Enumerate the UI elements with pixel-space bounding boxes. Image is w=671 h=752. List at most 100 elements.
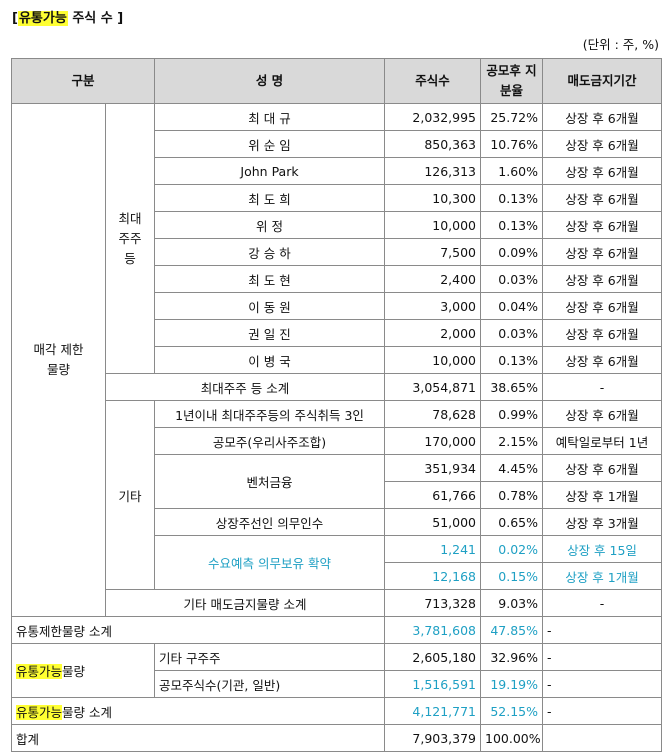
total-label: 합계 xyxy=(10,724,386,752)
table-row: 매각 제한 물량 최대 주주 등 최 대 규 2,032,995 25.72% … xyxy=(11,103,663,617)
demand-shares-b: 12,168 xyxy=(384,562,482,590)
major-subtotal-period: - xyxy=(542,373,663,401)
table-row: 유통가능물량 기타 구주주 2,605,180 32.96% - xyxy=(10,643,663,698)
table-row: 최 도 희 10,300 0.13% 상장 후 6개월 xyxy=(12,184,663,212)
table-row: 상장주선인 의무인수 51,000 0.65% 상장 후 3개월 xyxy=(12,508,663,536)
other-subtotal-shares: 713,328 xyxy=(384,589,482,617)
total-period xyxy=(542,724,663,752)
header-period: 매도금지기간 xyxy=(542,58,663,104)
title-rest: 주식 수 xyxy=(67,11,113,26)
major-subtotal-shares: 3,054,871 xyxy=(384,373,482,401)
holder-shares: 2,000 xyxy=(384,319,482,347)
holder-shares: 2,400 xyxy=(384,265,482,293)
holder-shares: 10,000 xyxy=(384,346,482,374)
header-shares: 주식수 xyxy=(384,58,482,104)
restricted-subtotal-period: - xyxy=(542,616,663,644)
venture-name: 벤처금융 xyxy=(154,454,386,509)
holder-period: 상장 후 6개월 xyxy=(542,211,663,239)
holder-ratio: 0.04% xyxy=(480,292,544,320)
holder-period: 상장 후 6개월 xyxy=(542,265,663,293)
holder-ratio: 0.13% xyxy=(480,184,544,212)
other-shares: 170,000 xyxy=(384,427,482,455)
major-label: 최대 주주 등 xyxy=(104,103,156,374)
header-row: 구분 성 명 주식수 공모후 지분율 매도금지기간 xyxy=(10,58,663,104)
holder-name: 최 도 희 xyxy=(154,184,386,212)
tradable-ratio: 19.19% xyxy=(480,670,544,698)
holder-name: 권 일 진 xyxy=(154,319,386,347)
tradable-subtotal-label: 유통가능물량 소계 xyxy=(10,697,386,725)
holder-period: 상장 후 6개월 xyxy=(542,103,663,131)
venture-period-b: 상장 후 1개월 xyxy=(542,481,663,509)
holder-shares: 7,500 xyxy=(384,238,482,266)
table-row: 이 동 원 3,000 0.04% 상장 후 6개월 xyxy=(12,292,663,320)
table-row: 기타 1년이내 최대주주등의 주식취득 3인 78,628 0.99% 상장 후… xyxy=(12,400,663,590)
holder-ratio: 0.03% xyxy=(480,319,544,347)
holder-period: 상장 후 6개월 xyxy=(542,238,663,266)
tradable-shares: 2,605,180 xyxy=(384,643,482,671)
subtotal-row: 유통가능물량 소계 4,121,771 52.15% - xyxy=(10,697,663,725)
tradable-name: 기타 구주주 xyxy=(154,643,386,671)
venture-ratio-b: 0.78% xyxy=(480,481,544,509)
holder-name: 위 순 임 xyxy=(154,130,386,158)
venture-shares-b: 61,766 xyxy=(384,481,482,509)
holder-period: 상장 후 6개월 xyxy=(542,184,663,212)
demand-shares-a: 1,241 xyxy=(384,535,482,563)
holder-period: 상장 후 6개월 xyxy=(542,319,663,347)
tradable-ratio: 32.96% xyxy=(480,643,544,671)
holder-name: 강 승 하 xyxy=(154,238,386,266)
demand-ratio-b: 0.15% xyxy=(480,562,544,590)
major-subtotal-label: 최대주주 등 소계 xyxy=(104,373,386,401)
table-row: 61,766 0.78% 상장 후 1개월 xyxy=(12,481,663,509)
demand-name: 수요예측 의무보유 확약 xyxy=(154,535,386,590)
restricted-label: 매각 제한 물량 xyxy=(11,103,106,617)
subtotal-row: 유통제한물량 소계 3,781,608 47.85% - xyxy=(10,616,663,644)
tradable-subtotal-ratio: 52.15% xyxy=(480,697,544,725)
tradable-name: 공모주식수(기관, 일반) xyxy=(154,670,386,698)
holder-shares: 10,300 xyxy=(384,184,482,212)
venture-period-a: 상장 후 6개월 xyxy=(542,454,663,482)
other-subtotal-label: 기타 매도금지물량 소계 xyxy=(104,589,386,617)
holder-period: 상장 후 6개월 xyxy=(542,346,663,374)
other-name: 1년이내 최대주주등의 주식취득 3인 xyxy=(154,400,386,428)
holder-ratio: 1.60% xyxy=(480,157,544,185)
other-label: 기타 xyxy=(104,400,156,590)
total-shares: 7,903,379 xyxy=(384,724,482,752)
major-subtotal-ratio: 38.65% xyxy=(480,373,544,401)
other-shares: 78,628 xyxy=(384,400,482,428)
tradable-period: - xyxy=(542,670,663,698)
holder-name: 위 정 xyxy=(154,211,386,239)
holder-ratio: 0.03% xyxy=(480,265,544,293)
title-highlight: 유통가능 xyxy=(17,11,68,26)
unit-note: (단위 : 주, %) xyxy=(582,37,659,52)
table-row: John Park 126,313 1.60% 상장 후 6개월 xyxy=(12,157,663,185)
table-row: 공모주(우리사주조합) 170,000 2.15% 예탁일로부터 1년 xyxy=(12,427,663,455)
tradable-shares: 1,516,591 xyxy=(384,670,482,698)
table-row: 위 순 임 850,363 10.76% 상장 후 6개월 xyxy=(12,130,663,158)
holder-name: 이 동 원 xyxy=(154,292,386,320)
holder-name: John Park xyxy=(154,157,386,185)
holder-ratio: 25.72% xyxy=(480,103,544,131)
holder-ratio: 0.09% xyxy=(480,238,544,266)
holder-ratio: 0.13% xyxy=(480,346,544,374)
holder-name: 이 병 국 xyxy=(154,346,386,374)
restricted-subtotal-shares: 3,781,608 xyxy=(384,616,482,644)
tradable-label-rest: 물량 xyxy=(62,664,86,679)
tradable-label-highlight: 유통가능 xyxy=(16,664,63,679)
demand-period-b: 상장 후 1개월 xyxy=(542,562,663,590)
holder-name: 최 도 현 xyxy=(154,265,386,293)
table-row: 최 도 현 2,400 0.03% 상장 후 6개월 xyxy=(12,265,663,293)
holder-shares: 2,032,995 xyxy=(384,103,482,131)
tradable-subtotal-shares: 4,121,771 xyxy=(384,697,482,725)
other-ratio: 0.99% xyxy=(480,400,544,428)
header-group: 구분 xyxy=(10,58,156,104)
holder-name: 최 대 규 xyxy=(154,103,386,131)
holder-period: 상장 후 6개월 xyxy=(542,292,663,320)
holder-shares: 850,363 xyxy=(384,130,482,158)
other-ratio: 2.15% xyxy=(480,427,544,455)
other-period: 상장 후 3개월 xyxy=(542,508,663,536)
table-row: 수요예측 의무보유 확약 1,241 0.02% 상장 후 15일 xyxy=(12,535,663,590)
header-name: 성 명 xyxy=(154,58,386,104)
holder-ratio: 10.76% xyxy=(480,130,544,158)
table-row: 위 정 10,000 0.13% 상장 후 6개월 xyxy=(12,211,663,239)
subtotal-row: 기타 매도금지물량 소계 713,328 9.03% - xyxy=(12,589,663,617)
